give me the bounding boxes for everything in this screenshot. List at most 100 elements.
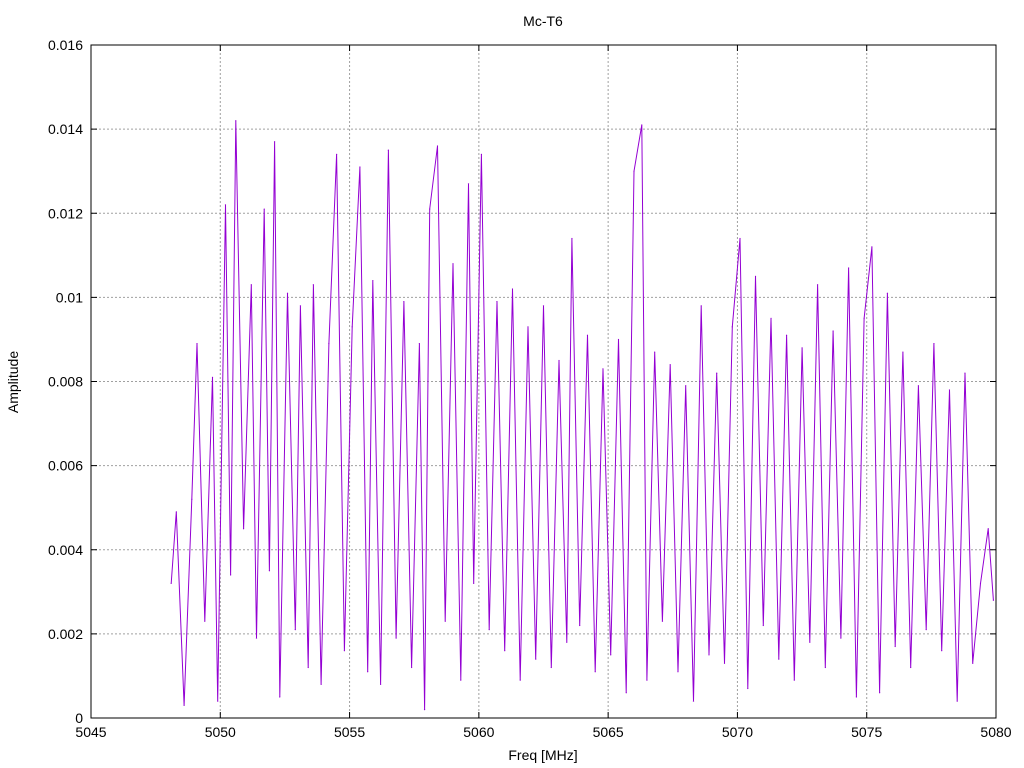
data-point (328, 343, 330, 345)
data-point (700, 305, 702, 307)
data-point (312, 284, 314, 286)
y-tick-label: 0.002 (48, 626, 83, 642)
y-tick-label: 0.01 (56, 289, 83, 305)
data-point (452, 263, 454, 265)
data-series-line (170, 120, 994, 710)
y-tick-label: 0.006 (48, 458, 83, 474)
x-tick-label: 5070 (722, 724, 753, 740)
y-tick-label: 0.004 (48, 542, 83, 558)
data-point (558, 359, 560, 362)
data-point (263, 208, 265, 210)
data-point (294, 629, 296, 631)
data-point (273, 141, 276, 143)
y-tick-label: 0.012 (48, 205, 83, 221)
data-point (286, 292, 289, 294)
data-point (964, 372, 966, 374)
data-point (625, 692, 627, 694)
data-point (211, 376, 214, 378)
data-point (594, 671, 596, 673)
data-point (411, 666, 413, 669)
data-point (488, 629, 490, 631)
data-point (747, 687, 749, 690)
data-point (473, 582, 475, 585)
data-point (654, 351, 656, 353)
data-point (496, 300, 498, 303)
data-point (871, 246, 873, 248)
data-point (987, 528, 989, 530)
data-point (395, 637, 397, 639)
data-point (255, 637, 258, 639)
data-point (902, 351, 904, 353)
data-point (519, 679, 521, 681)
data-point (418, 343, 420, 345)
x-tick-labels: 5045 5050 5055 5060 5065 5070 5075 5080 (75, 724, 1011, 740)
data-point (279, 696, 281, 698)
data-point (785, 334, 788, 336)
data-point (723, 662, 726, 664)
data-point (550, 666, 552, 669)
x-axis-title: Freq [MHz] (508, 747, 577, 763)
y-tick-label: 0.016 (48, 37, 83, 53)
data-point (359, 166, 361, 168)
data-point (801, 347, 803, 349)
data-point (886, 292, 889, 294)
data-point (956, 700, 958, 702)
data-point (925, 629, 927, 631)
data-point (242, 528, 245, 530)
data-point (299, 305, 302, 307)
data-point (809, 641, 811, 643)
data-point (444, 620, 446, 622)
data-point (191, 498, 193, 500)
data-point (602, 368, 604, 370)
data-point (832, 330, 834, 332)
data-point (372, 279, 374, 282)
data-point (403, 300, 405, 303)
data-point (972, 662, 974, 664)
x-tick-label: 5055 (334, 724, 365, 740)
data-point (641, 124, 643, 126)
data-point (307, 666, 309, 669)
x-tick-label: 5045 (75, 724, 106, 740)
data-point (824, 666, 826, 669)
series-line (170, 120, 995, 711)
data-point (336, 153, 338, 155)
data-point (633, 170, 635, 172)
data-point (566, 641, 568, 643)
x-tick-label: 5060 (463, 724, 494, 740)
data-point (268, 570, 271, 572)
data-point (351, 326, 353, 328)
data-point (343, 650, 345, 652)
chart-title: Mc-T6 (523, 13, 563, 29)
data-point (646, 679, 648, 681)
data-point (770, 317, 772, 320)
data-point (579, 624, 581, 627)
data-point (586, 334, 589, 336)
y-tick-label: 0.014 (48, 121, 83, 137)
data-point (848, 267, 850, 269)
data-point (183, 704, 185, 706)
data-point (436, 145, 439, 147)
axis-ticks (90, 44, 997, 719)
data-point (429, 208, 431, 210)
data-point (762, 624, 764, 627)
data-point (716, 372, 718, 374)
data-point (217, 700, 219, 702)
data-point (204, 620, 206, 622)
data-point (571, 237, 573, 240)
data-point (708, 654, 710, 656)
y-axis-title: Amplitude (5, 351, 21, 413)
data-point (979, 582, 982, 585)
data-point (669, 364, 671, 366)
x-tick-label: 5050 (205, 724, 236, 740)
data-point (175, 511, 177, 513)
data-point (855, 696, 857, 698)
data-point (610, 654, 612, 656)
data-point (816, 284, 819, 286)
data-point (863, 317, 865, 320)
data-point (196, 343, 198, 345)
x-tick-label: 5075 (851, 724, 882, 740)
data-point (948, 389, 951, 391)
data-point (879, 692, 881, 694)
data-point (224, 204, 227, 206)
data-point (933, 343, 935, 345)
